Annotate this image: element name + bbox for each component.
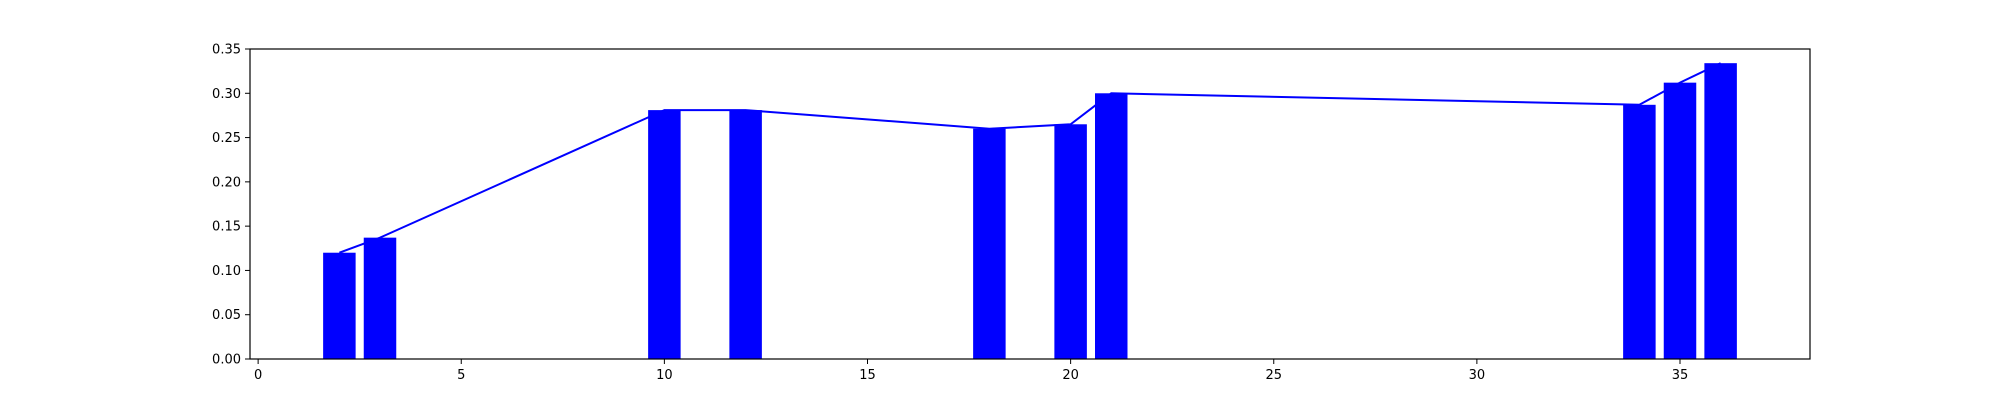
bar-9 [1704, 63, 1737, 360]
y-tick-label-0: 0.00 [212, 353, 241, 368]
y-tick-label-5: 0.25 [212, 131, 241, 146]
bar-4 [973, 128, 1006, 359]
x-tick-label-1: 5 [457, 368, 465, 383]
bar-5 [1054, 124, 1087, 360]
x-tick-label-7: 35 [1672, 368, 1689, 383]
x-tick-label-5: 25 [1265, 368, 1282, 383]
x-tick-label-3: 15 [859, 368, 876, 383]
x-tick-label-6: 30 [1469, 368, 1486, 383]
line-layer [339, 62, 1722, 254]
bar-1 [363, 237, 397, 359]
bar-8 [1663, 82, 1697, 360]
bar-3 [729, 110, 762, 359]
bar-2 [648, 110, 681, 359]
bars-layer [323, 63, 1737, 360]
series-line [339, 62, 1722, 254]
y-tick-label-4: 0.20 [212, 175, 241, 190]
y-tick-label-3: 0.15 [212, 220, 241, 235]
axes-frame [249, 48, 1811, 360]
y-tick-label-1: 0.05 [212, 308, 241, 323]
x-tick-label-4: 20 [1062, 368, 1079, 383]
y-tick-label-7: 0.35 [212, 43, 241, 58]
y-tick-label-2: 0.10 [212, 264, 241, 279]
bar-6 [1095, 93, 1128, 360]
x-tick-label-0: 0 [254, 368, 262, 383]
bar-0 [323, 252, 356, 359]
bar-7 [1623, 104, 1656, 359]
y-tick-label-6: 0.30 [212, 87, 241, 102]
axes-layer: 0 5 10 15 20 25 30 35 0.00 0.05 0.10 0.15 0.20 0.25 0.… [212, 43, 1811, 383]
x-tick-label-2: 10 [656, 368, 673, 383]
